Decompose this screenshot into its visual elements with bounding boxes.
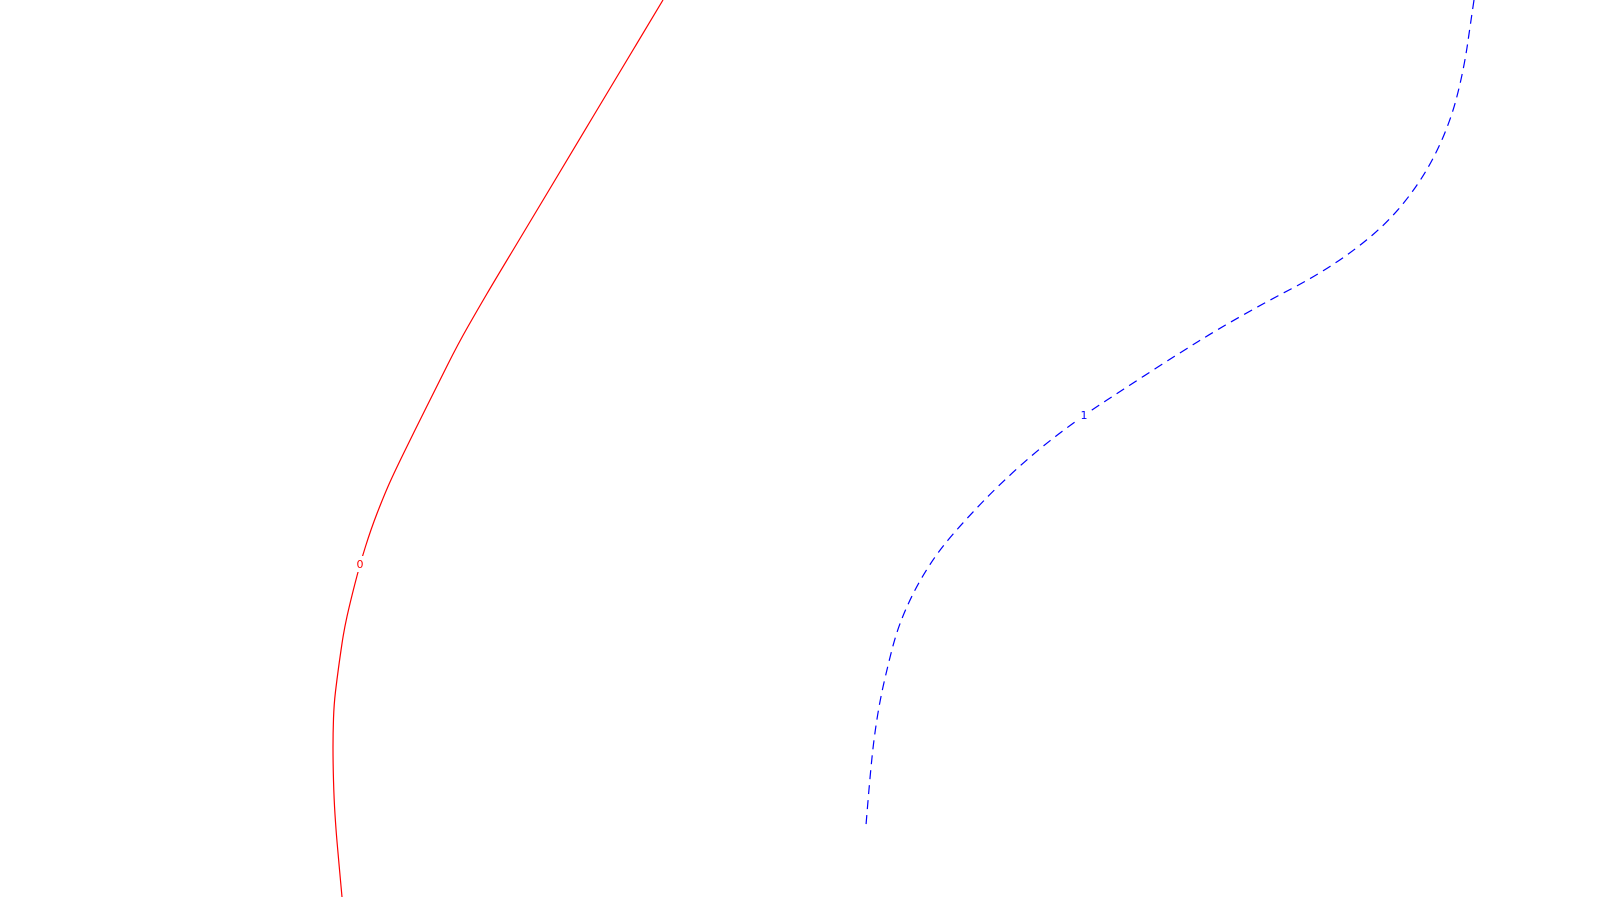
contour-label-1: 1 xyxy=(1081,409,1088,422)
contour-line-1 xyxy=(865,0,1475,826)
contour-label-0: 0 xyxy=(357,558,364,571)
contour-label-gap-0 xyxy=(353,556,367,572)
contour-line-0 xyxy=(332,0,664,898)
contour-label-gap-1 xyxy=(1077,407,1091,423)
label-layer: 01 xyxy=(353,407,1091,572)
series-layer xyxy=(332,0,1475,898)
